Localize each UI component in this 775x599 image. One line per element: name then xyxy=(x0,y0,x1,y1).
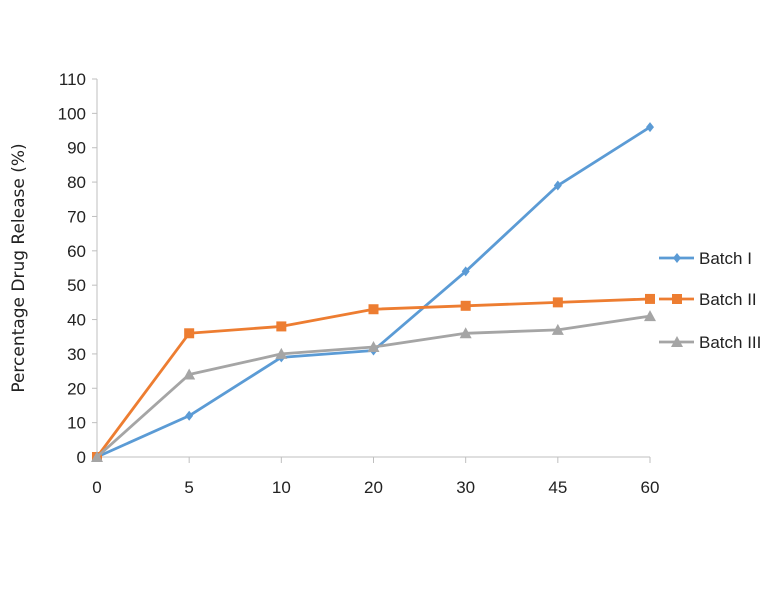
y-tick-label: 10 xyxy=(67,414,86,433)
y-tick-label: 70 xyxy=(67,207,86,226)
diamond-marker-icon xyxy=(553,180,562,191)
x-tick-label: 0 xyxy=(92,478,101,497)
square-marker-icon xyxy=(184,328,195,339)
triangle-marker-icon xyxy=(459,327,472,339)
legend-item: Batch II xyxy=(659,290,757,309)
y-tick-label: 80 xyxy=(67,173,86,192)
triangle-marker-icon xyxy=(91,451,103,462)
y-axis: 0 10 20 30 40 50 60 70 80 90 100 110 xyxy=(58,70,98,467)
x-tick-label: 30 xyxy=(456,478,475,497)
legend-label: Batch III xyxy=(699,333,761,352)
series-layer xyxy=(91,122,656,462)
legend-label: Batch I xyxy=(699,249,752,268)
legend-item: Batch III xyxy=(659,333,761,352)
y-tick-label: 100 xyxy=(58,104,86,123)
y-tick-label: 90 xyxy=(67,139,86,158)
square-marker-icon xyxy=(460,300,471,311)
triangle-marker-icon xyxy=(551,323,564,335)
square-marker-icon xyxy=(645,293,655,304)
legend-item: Batch I xyxy=(659,249,752,268)
legend-label: Batch II xyxy=(699,290,757,309)
x-tick-label: 10 xyxy=(272,478,291,497)
y-tick-label: 110 xyxy=(59,70,86,89)
triangle-marker-icon xyxy=(275,347,288,359)
square-marker-icon xyxy=(276,321,287,332)
y-tick-label: 0 xyxy=(77,448,86,467)
square-marker-icon xyxy=(552,297,563,308)
diamond-marker-icon xyxy=(185,410,194,421)
y-tick-label: 30 xyxy=(67,345,86,364)
diamond-marker-icon xyxy=(461,266,470,277)
y-tick-label: 60 xyxy=(67,242,86,261)
x-tick-label: 60 xyxy=(641,478,660,497)
y-tick-label: 40 xyxy=(67,311,86,330)
triangle-marker-icon xyxy=(367,341,380,353)
diamond-marker-icon xyxy=(646,122,654,133)
diamond-marker-icon xyxy=(673,253,681,263)
triangle-marker-icon xyxy=(644,310,656,322)
triangle-marker-icon xyxy=(183,368,196,380)
legend: Batch I Batch II Batch III xyxy=(659,249,761,352)
y-tick-label: 20 xyxy=(67,379,86,398)
square-marker-icon xyxy=(368,304,379,315)
series-batch-iii xyxy=(91,310,656,462)
x-axis: 0 5 10 20 30 45 60 xyxy=(92,456,660,497)
x-tick-label: 45 xyxy=(548,478,567,497)
series-batch-i xyxy=(93,122,654,462)
triangle-marker-icon xyxy=(671,336,683,347)
x-tick-label: 20 xyxy=(364,478,383,497)
square-marker-icon xyxy=(672,294,682,304)
series-batch-ii xyxy=(92,293,655,462)
y-axis-title: Percentage Drug Release (%) xyxy=(9,143,29,392)
y-tick-label: 50 xyxy=(67,276,86,295)
x-tick-label: 5 xyxy=(184,478,193,497)
